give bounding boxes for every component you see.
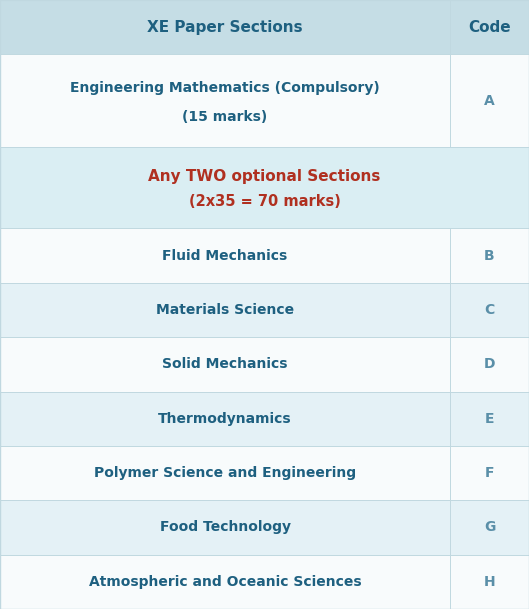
Text: Any TWO optional Sections: Any TWO optional Sections [148,169,381,185]
Text: F: F [485,466,494,480]
Text: Engineering Mathematics (Compulsory): Engineering Mathematics (Compulsory) [70,82,380,96]
Bar [0,392,529,446]
Text: D: D [484,357,495,371]
Text: Polymer Science and Engineering: Polymer Science and Engineering [94,466,356,480]
Bar [0,147,529,228]
Text: G: G [484,521,495,535]
Text: B: B [484,248,495,262]
Text: XE Paper Sections: XE Paper Sections [147,19,303,35]
Text: E: E [485,412,494,426]
Text: (15 marks): (15 marks) [183,110,268,124]
Text: H: H [484,575,495,589]
Text: Fluid Mechanics: Fluid Mechanics [162,248,288,262]
Text: Atmospheric and Oceanic Sciences: Atmospheric and Oceanic Sciences [89,575,361,589]
Text: Thermodynamics: Thermodynamics [158,412,292,426]
Text: Materials Science: Materials Science [156,303,294,317]
Bar [0,337,529,392]
Bar [0,446,529,500]
Text: Code: Code [468,19,511,35]
Bar [0,0,529,54]
Bar [0,555,529,609]
Text: (2x35 = 70 marks): (2x35 = 70 marks) [188,194,341,209]
Bar [0,500,529,555]
Bar [0,283,529,337]
Text: Solid Mechanics: Solid Mechanics [162,357,288,371]
Text: Food Technology: Food Technology [160,521,290,535]
Bar [0,54,529,147]
Text: A: A [484,94,495,108]
Text: C: C [485,303,495,317]
Bar [0,228,529,283]
